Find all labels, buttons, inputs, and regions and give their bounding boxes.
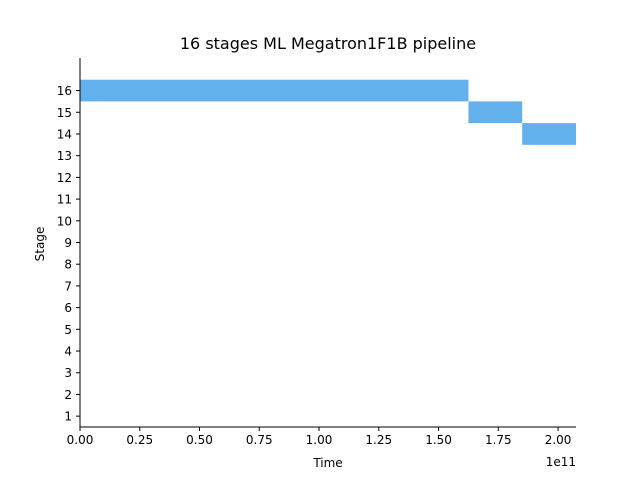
x-tick-label: 1.25: [365, 433, 392, 447]
y-tick-label: 14: [57, 127, 72, 141]
bars-group: [80, 79, 576, 145]
y-axis-label: Stage: [33, 227, 47, 262]
y-tick-label: 13: [57, 149, 72, 163]
x-axis-label: Time: [312, 456, 342, 470]
x-tick-label: 2.00: [545, 433, 572, 447]
y-tick-label: 1: [64, 410, 72, 424]
y-tick-label: 4: [64, 345, 72, 359]
y-tick-label: 3: [64, 366, 72, 380]
x-tick-label: 0.75: [246, 433, 273, 447]
y-tick-label: 9: [64, 236, 72, 250]
y-tick-label: 7: [64, 279, 72, 293]
x-tick-label: 0.25: [126, 433, 153, 447]
y-tick-label: 16: [57, 84, 72, 98]
y-tick-label: 12: [57, 171, 72, 185]
y-tick-label: 5: [64, 323, 72, 337]
bar-stage-14: [522, 123, 576, 145]
x-tick-label: 0.00: [67, 433, 94, 447]
x-tick-label: 1.75: [485, 433, 512, 447]
y-tick-label: 6: [64, 301, 72, 315]
bar-stage-15: [468, 101, 523, 124]
chart-title: 16 stages ML Megatron1F1B pipeline: [180, 34, 476, 53]
x-ticks: 0.00 0.25 0.50 0.75 1.00 1.25 1.50 1.75 2.00: [67, 427, 572, 447]
y-tick-label: 8: [64, 258, 72, 272]
x-tick-label: 0.50: [186, 433, 213, 447]
y-tick-label: 11: [57, 193, 72, 207]
bar-stage-16: [80, 79, 469, 102]
x-axis-offset-label: 1e11: [546, 455, 576, 469]
x-tick-label: 1.50: [425, 433, 452, 447]
y-tick-label: 10: [57, 214, 72, 228]
x-tick-label: 1.00: [306, 433, 333, 447]
y-tick-label: 15: [57, 106, 72, 120]
y-tick-label: 2: [64, 388, 72, 402]
